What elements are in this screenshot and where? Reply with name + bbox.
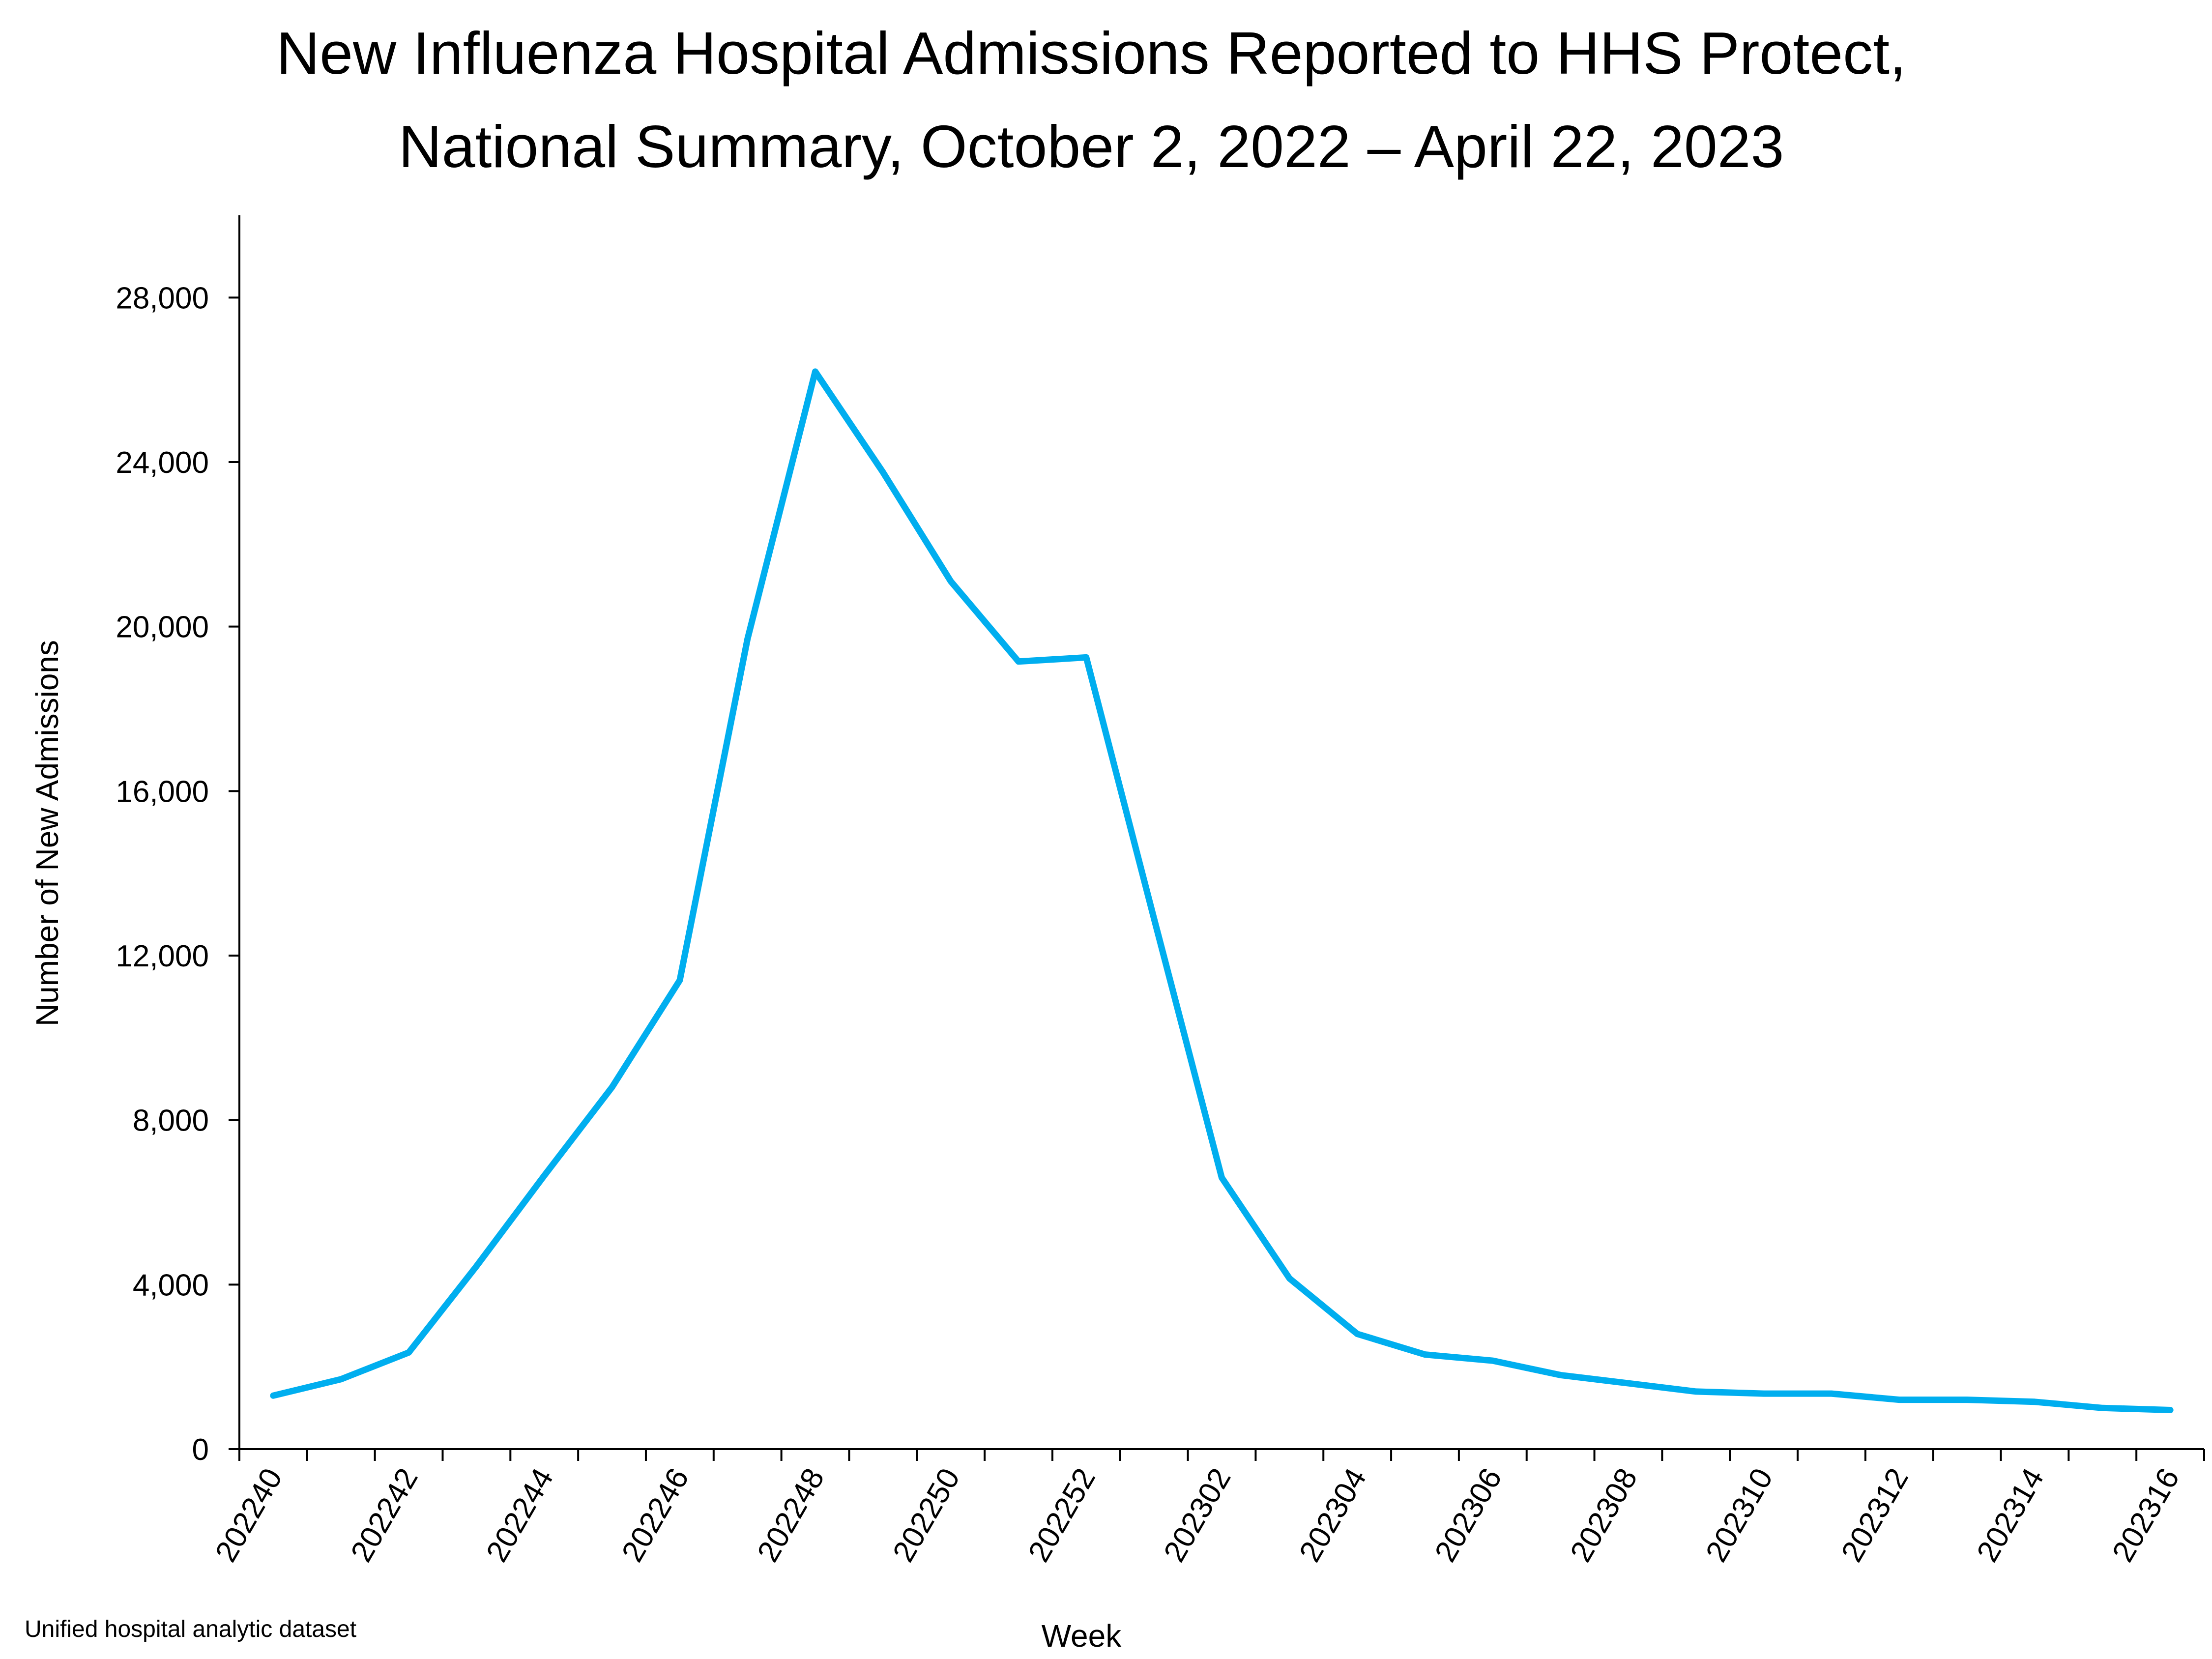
x-tick-label: 202252 bbox=[1022, 1463, 1102, 1568]
x-axis: 202240 202242 202244 202246 202248 202250 2022… bbox=[209, 1448, 2205, 1568]
x-tick-label: 202244 bbox=[480, 1463, 560, 1568]
x-tick-label: 202242 bbox=[344, 1463, 424, 1568]
y-tick-label: 28,000 bbox=[116, 281, 209, 315]
x-tick-label: 202250 bbox=[886, 1463, 966, 1568]
x-tick-label: 202304 bbox=[1293, 1463, 1373, 1568]
series-line bbox=[270, 368, 2174, 1413]
y-tick-label: 0 bbox=[192, 1433, 209, 1467]
x-tick-label: 202240 bbox=[209, 1463, 289, 1568]
y-axis: 0 4,000 8,000 12,000 16,000 20,000 24,000 28,00… bbox=[116, 215, 240, 1467]
y-tick-label: 12,000 bbox=[116, 939, 209, 973]
x-tick-label: 202302 bbox=[1157, 1463, 1237, 1568]
x-tick-label: 202306 bbox=[1428, 1463, 1509, 1568]
y-tick-label: 20,000 bbox=[116, 611, 209, 644]
x-tick-label: 202316 bbox=[2106, 1463, 2186, 1568]
chart-title-line2: National Summary, October 2, 2022 – Apri… bbox=[399, 113, 1784, 180]
x-tick-label: 202246 bbox=[615, 1463, 696, 1568]
source-note: Unified hospital analytic dataset bbox=[25, 1616, 356, 1642]
x-tick-label: 202310 bbox=[1699, 1463, 1779, 1568]
y-tick-label: 4,000 bbox=[133, 1268, 209, 1302]
y-tick-label: 24,000 bbox=[116, 446, 209, 480]
x-tick-label: 202312 bbox=[1835, 1463, 1915, 1568]
y-tick-label: 16,000 bbox=[116, 775, 209, 809]
x-tick-label: 202314 bbox=[1970, 1463, 2050, 1568]
x-tick-label: 202248 bbox=[751, 1463, 831, 1568]
y-tick-label: 8,000 bbox=[133, 1104, 209, 1138]
x-tick-label: 202308 bbox=[1564, 1463, 1644, 1568]
x-axis-label: Week bbox=[1042, 1618, 1122, 1654]
chart-title-line1: New Influenza Hospital Admissions Report… bbox=[276, 20, 1906, 87]
series-layer bbox=[270, 368, 2174, 1413]
y-axis-label: Number of New Admissions bbox=[29, 640, 65, 1026]
